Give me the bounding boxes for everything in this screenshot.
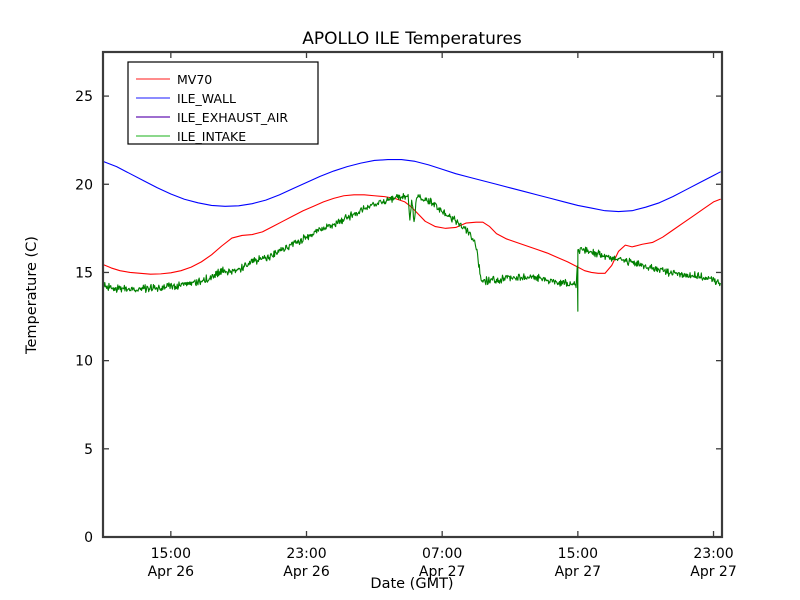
x-tick-label-date: Apr 27: [690, 564, 736, 580]
legend-label-ile_wall: ILE_WALL: [177, 91, 236, 106]
y-tick-label: 15: [75, 265, 93, 281]
series-line-ile_wall: [102, 159, 721, 213]
legend-label-mv70: MV70: [177, 72, 212, 87]
chart-legend[interactable]: MV70 ILE_WALL ILE_EXHAUST_AIR ILE_INTAKE: [127, 61, 319, 145]
series-line-mv70: [102, 194, 721, 275]
y-tick-label: 20: [75, 177, 93, 193]
y-tick-label: 25: [75, 89, 93, 105]
legend-items: MV70 ILE_WALL ILE_EXHAUST_AIR ILE_INTAKE: [136, 72, 288, 144]
series-line-ile_intake: [102, 192, 721, 312]
x-tick-label-time: 15:00: [558, 546, 598, 562]
x-tick-label-time: 23:00: [693, 546, 733, 562]
legend-frame: [127, 61, 319, 145]
y-tick-label: 0: [84, 530, 93, 546]
x-tick-label-date: Apr 26: [283, 564, 330, 580]
plot-axes-frame: [101, 50, 724, 539]
chart-title: APOLLO ILE Temperatures: [302, 29, 522, 49]
y-axis-ticks: 0 5 10 15 20 25: [75, 89, 722, 546]
y-axis-label: Temperature (C): [24, 236, 40, 355]
legend-label-ile_exhaust_air: ILE_EXHAUST_AIR: [177, 110, 288, 125]
x-tick-label-date: Apr 27: [419, 564, 465, 580]
x-tick-label-date: Apr 27: [555, 564, 601, 580]
x-tick-label-time: 15:00: [151, 546, 191, 562]
x-tick-label-time: 23:00: [286, 546, 326, 562]
y-tick-label: 5: [84, 442, 93, 458]
x-axis-ticks: 15:00 Apr 26 23:00 Apr 26 07:00 Apr 27 15:00 Ap…: [148, 52, 737, 580]
x-axis-label: Date (GMT): [370, 576, 453, 592]
legend-label-ile_intake: ILE_INTAKE: [177, 129, 246, 144]
y-tick-label: 10: [75, 354, 93, 370]
x-tick-label-time: 07:00: [422, 546, 462, 562]
x-tick-label-date: Apr 26: [148, 564, 195, 580]
